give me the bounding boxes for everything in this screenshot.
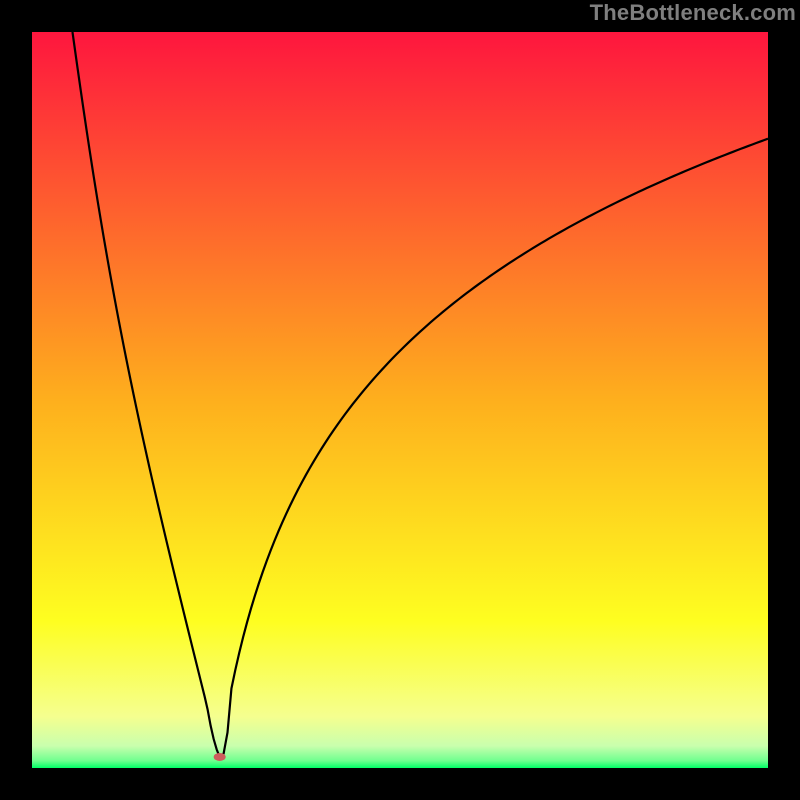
chart-container: TheBottleneck.com [0,0,800,800]
bottleneck-chart [0,0,800,800]
minimum-point-marker [214,753,226,761]
watermark-text: TheBottleneck.com [590,0,800,26]
plot-background [32,32,768,768]
